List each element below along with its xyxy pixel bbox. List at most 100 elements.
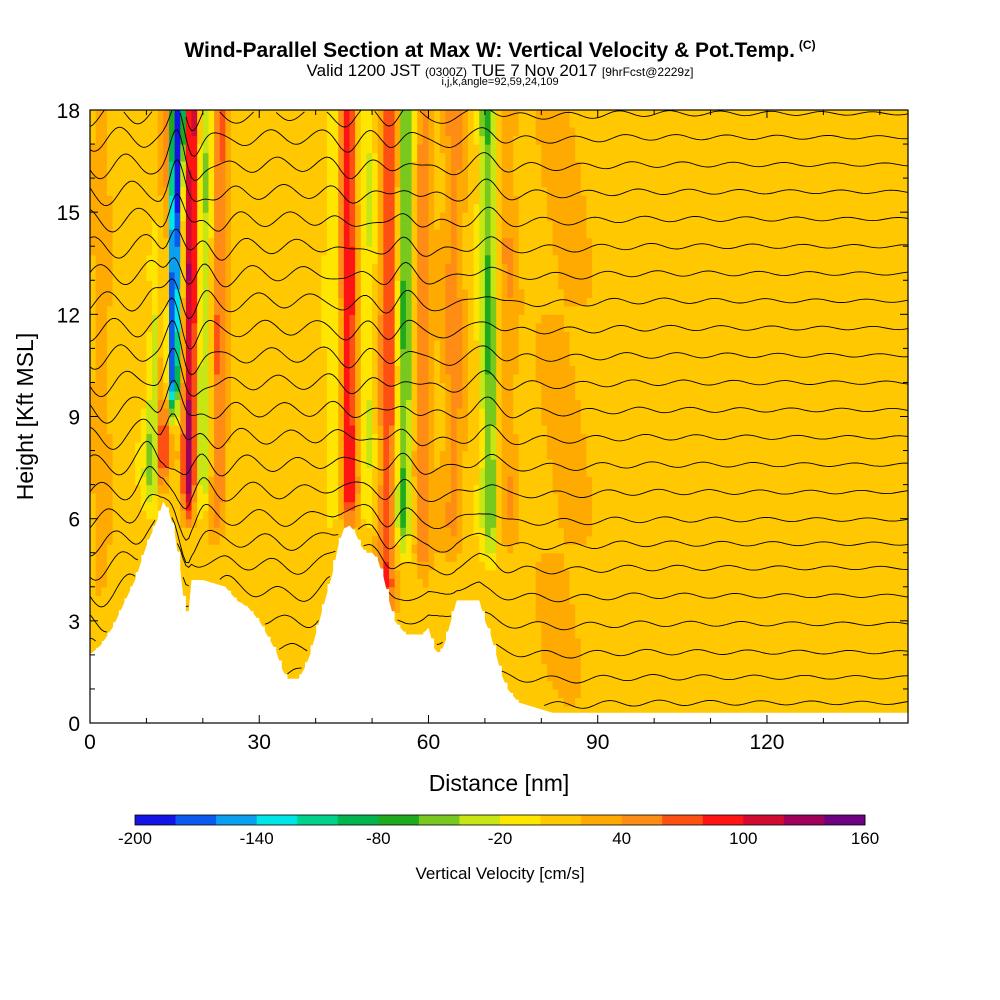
velocity-cell — [202, 152, 210, 162]
velocity-cell — [451, 535, 458, 545]
velocity-cell — [349, 271, 356, 281]
velocity-cell — [106, 322, 114, 332]
velocity-cell — [106, 237, 114, 247]
velocity-cell — [496, 305, 503, 315]
velocity-cell — [366, 195, 373, 205]
velocity-cell — [355, 442, 362, 452]
velocity-cell — [411, 254, 418, 264]
velocity-cell — [394, 110, 401, 120]
velocity-cell — [360, 152, 368, 162]
velocity-cell — [259, 493, 266, 503]
velocity-cell — [530, 203, 537, 213]
velocity-cell — [118, 459, 125, 469]
velocity-cell — [411, 399, 418, 409]
velocity-cell — [287, 433, 294, 443]
velocity-cell — [535, 578, 542, 588]
velocity-cell — [388, 322, 396, 332]
velocity-cell — [101, 518, 108, 528]
velocity-cell — [394, 603, 401, 613]
velocity-cell — [332, 288, 339, 298]
velocity-cell — [530, 705, 537, 708]
velocity-cell — [264, 450, 272, 460]
velocity-cell — [214, 110, 221, 120]
velocity-cell — [541, 373, 548, 384]
velocity-cell — [118, 331, 125, 341]
velocity-cell — [219, 450, 226, 460]
velocity-cell — [293, 161, 300, 171]
velocity-cell — [372, 118, 379, 128]
velocity-cell — [264, 331, 272, 341]
velocity-cell — [535, 127, 542, 137]
velocity-cell — [535, 203, 542, 213]
velocity-cell — [231, 467, 238, 477]
velocity-cell — [231, 152, 238, 162]
velocity-cell — [231, 510, 238, 520]
velocity-cell — [383, 237, 390, 247]
velocity-cell — [530, 416, 537, 426]
velocity-cell — [383, 552, 390, 562]
velocity-cell — [484, 595, 492, 605]
velocity-cell — [338, 365, 345, 375]
velocity-cell — [270, 535, 277, 545]
velocity-cell — [304, 246, 311, 256]
velocity-cell — [281, 407, 289, 418]
velocity-cell — [417, 459, 424, 469]
velocity-cell — [383, 280, 390, 290]
velocity-cell — [388, 399, 396, 409]
velocity-cell — [552, 501, 559, 511]
velocity-cell — [321, 246, 328, 256]
velocity-cell — [467, 518, 475, 528]
velocity-cell — [106, 152, 114, 162]
velocity-cell — [123, 493, 131, 503]
velocity-cell — [467, 110, 475, 120]
velocity-cell — [326, 254, 334, 264]
velocity-cell — [326, 416, 334, 426]
velocity-cell — [394, 271, 401, 281]
velocity-cell — [434, 425, 441, 435]
velocity-cell — [439, 373, 447, 384]
velocity-cell — [558, 442, 565, 452]
velocity-cell — [281, 203, 289, 213]
velocity-cell — [123, 178, 131, 188]
velocity-cell — [321, 229, 328, 239]
velocity-cell — [185, 535, 193, 545]
velocity-cell — [501, 152, 509, 162]
velocity-cell — [360, 288, 368, 298]
velocity-cell — [417, 135, 424, 145]
velocity-cell — [372, 305, 379, 315]
velocity-cell — [298, 237, 305, 247]
velocity-cell — [496, 603, 503, 613]
velocity-cell — [253, 246, 260, 256]
velocity-cell — [321, 178, 328, 188]
velocity-cell — [90, 561, 97, 571]
velocity-cell — [123, 288, 131, 298]
velocity-cell — [321, 297, 328, 307]
velocity-cell — [304, 135, 311, 145]
velocity-cell — [202, 578, 210, 582]
velocity-cell — [434, 373, 441, 384]
velocity-cell — [185, 484, 193, 494]
velocity-cell — [315, 322, 322, 332]
velocity-cell — [546, 407, 554, 418]
velocity-cell — [405, 527, 413, 537]
velocity-cell — [118, 365, 125, 375]
velocity-cell — [259, 535, 266, 545]
velocity-cell — [123, 118, 131, 128]
velocity-cell — [530, 535, 537, 545]
velocity-cell — [343, 433, 351, 443]
velocity-cell — [259, 322, 266, 332]
velocity-cell — [501, 331, 509, 341]
velocity-cell — [524, 484, 531, 494]
velocity-cell — [388, 118, 396, 128]
velocity-cell — [208, 425, 215, 435]
velocity-cell — [135, 407, 142, 418]
velocity-cell — [321, 569, 328, 579]
velocity-cell — [422, 467, 430, 477]
velocity-cell — [106, 535, 114, 545]
velocity-cell — [490, 476, 497, 486]
velocity-cell — [552, 637, 559, 647]
velocity-cell — [501, 161, 509, 171]
velocity-cell — [118, 322, 125, 332]
velocity-cell — [293, 178, 300, 188]
velocity-cell — [524, 586, 531, 596]
